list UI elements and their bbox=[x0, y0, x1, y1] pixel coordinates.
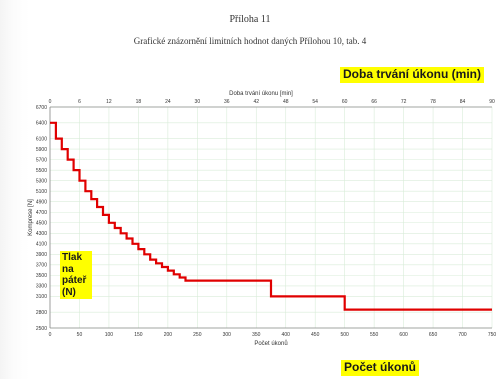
chart-axis-titles: Počet úkonů Doba trvání úkonu [min] Kompre… bbox=[28, 91, 293, 347]
x2-tick-label: 6 bbox=[78, 99, 81, 105]
appendix-subtitle: Grafické znázornění limitních hodnot dan… bbox=[133, 36, 367, 46]
y-tick-label: 4100 bbox=[36, 242, 47, 248]
x2-tick-label: 30 bbox=[195, 99, 201, 105]
y-tick-label: 4700 bbox=[36, 210, 47, 216]
x-tick-label: 600 bbox=[399, 332, 408, 338]
duration-axis-highlight: Doba trvání úkonu (min) bbox=[340, 67, 484, 83]
x2-tick-label: 54 bbox=[312, 99, 318, 105]
series-line bbox=[50, 121, 492, 311]
x2-tick-label: 12 bbox=[106, 99, 112, 105]
x-tick-label: 650 bbox=[429, 332, 438, 338]
y-tick-label: 3100 bbox=[36, 294, 47, 300]
x-tick-label: 550 bbox=[370, 332, 379, 338]
count-axis-highlight: Počet úkonů bbox=[341, 360, 420, 376]
x-tick-label: 700 bbox=[458, 332, 467, 338]
y-tick-label: 5100 bbox=[36, 189, 47, 195]
x2-tick-label: 42 bbox=[253, 99, 259, 105]
y-tick-label: 5500 bbox=[36, 168, 47, 174]
y-tick-label: 5300 bbox=[36, 178, 47, 184]
y-tick-label: 6400 bbox=[36, 121, 47, 127]
x2-tick-label: 36 bbox=[224, 99, 230, 105]
x-tick-label: 100 bbox=[105, 332, 114, 338]
x2-tick-label: 60 bbox=[342, 99, 348, 105]
x2-tick-label: 0 bbox=[49, 99, 52, 105]
x2-tick-label: 18 bbox=[136, 99, 142, 105]
y-tick-label: 4300 bbox=[36, 231, 47, 237]
y-tick-label: 6700 bbox=[36, 105, 47, 111]
x-tick-label: 500 bbox=[340, 332, 349, 338]
y-tick-label: 3700 bbox=[36, 263, 47, 269]
y-tick-label: 3900 bbox=[36, 252, 47, 258]
x2-tick-label: 90 bbox=[489, 99, 495, 105]
x2-axis-title: Doba trvání úkonu [min] bbox=[229, 91, 293, 97]
y-tick-label: 3500 bbox=[36, 273, 47, 279]
y-tick-label: 3300 bbox=[36, 284, 47, 290]
x2-tick-label: 78 bbox=[430, 99, 436, 105]
y-tick-label: 6100 bbox=[36, 136, 47, 142]
x-tick-label: 250 bbox=[193, 332, 202, 338]
y-tick-label: 5700 bbox=[36, 157, 47, 163]
x-tick-label: 200 bbox=[164, 332, 173, 338]
x2-tick-label: 24 bbox=[165, 99, 171, 105]
chart-ticks: 2500280031003300350037003900410043004500… bbox=[36, 99, 497, 338]
x-tick-label: 400 bbox=[282, 332, 291, 338]
y-tick-label: 5900 bbox=[36, 147, 47, 153]
spine-pressure-highlight: Tlak na páteř (N) bbox=[60, 251, 92, 299]
x-tick-label: 750 bbox=[488, 332, 497, 338]
x-tick-label: 350 bbox=[252, 332, 261, 338]
x-tick-label: 50 bbox=[77, 332, 83, 338]
x2-tick-label: 72 bbox=[401, 99, 407, 105]
x2-tick-label: 84 bbox=[460, 99, 466, 105]
chart-series bbox=[50, 121, 492, 311]
x-tick-label: 150 bbox=[134, 332, 143, 338]
y-tick-label: 4900 bbox=[36, 200, 47, 206]
x-tick-label: 450 bbox=[311, 332, 320, 338]
x-tick-label: 300 bbox=[223, 332, 232, 338]
chart-axes bbox=[49, 106, 492, 329]
y-tick-label: 2800 bbox=[36, 310, 47, 316]
appendix-heading: Příloha 11 bbox=[229, 14, 271, 25]
x-axis-title: Počet úkonů bbox=[254, 340, 287, 347]
y-axis-title: Komprese [N] bbox=[28, 199, 34, 236]
x2-tick-label: 48 bbox=[283, 99, 289, 105]
x2-tick-label: 66 bbox=[371, 99, 377, 105]
x-tick-label: 0 bbox=[49, 332, 52, 338]
y-tick-label: 4500 bbox=[36, 221, 47, 227]
y-tick-label: 2500 bbox=[36, 326, 47, 332]
